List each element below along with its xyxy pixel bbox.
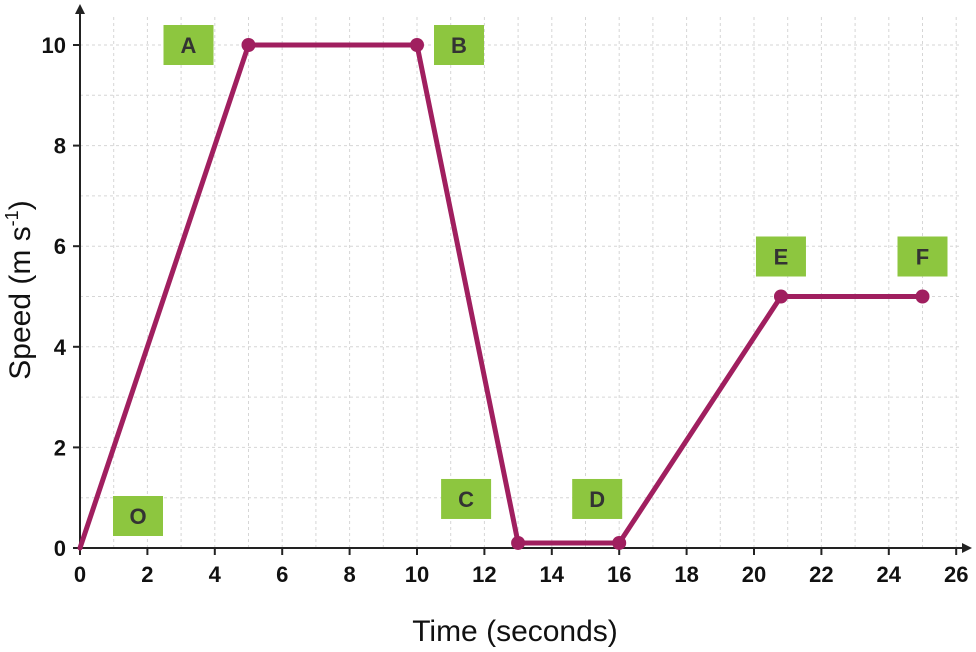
- point-label-box: [434, 25, 484, 65]
- x-axis-arrowhead: [962, 543, 972, 553]
- x-tick-label: 26: [944, 562, 968, 587]
- data-point-marker: [612, 535, 627, 550]
- x-tick-label: 20: [742, 562, 766, 587]
- point-label-box: [897, 236, 948, 277]
- x-tick-label: 14: [540, 562, 565, 587]
- y-tick-label: 0: [54, 536, 66, 561]
- y-axis-title-end: ): [4, 200, 37, 210]
- y-axis-title: Speed (m s-1): [2, 200, 37, 379]
- x-tick-label: 16: [607, 562, 631, 587]
- y-tick-label: 10: [42, 33, 66, 58]
- x-tick-label: 6: [276, 562, 288, 587]
- x-tick-label: 4: [209, 562, 222, 587]
- point-labels: O A B C D E F: [113, 25, 948, 536]
- point-label-text: C: [458, 487, 474, 512]
- x-tick-label: 8: [343, 562, 355, 587]
- x-tick-label: 0: [74, 562, 86, 587]
- data-point-marker: [410, 38, 424, 52]
- x-tick-label: 10: [405, 562, 429, 587]
- y-axis-title-superscript: -1: [2, 210, 22, 226]
- point-label-text: E: [774, 245, 789, 270]
- point-label-text: B: [451, 33, 467, 58]
- axes: [75, 4, 972, 553]
- point-label-text: F: [916, 245, 929, 270]
- point-label-a: A: [163, 25, 214, 65]
- x-tick-label: 18: [674, 562, 698, 587]
- y-tick-label: 4: [54, 335, 67, 360]
- data-point-marker: [241, 38, 256, 52]
- data-point-marker: [915, 289, 930, 304]
- x-tick-label: 24: [877, 562, 902, 587]
- y-axis-title-main: Speed (m s: [4, 226, 37, 379]
- point-label-box: [441, 478, 492, 519]
- point-label-box: [113, 496, 163, 536]
- point-label-o: O: [113, 496, 163, 536]
- x-tick-label: 12: [472, 562, 496, 587]
- point-label-d: D: [572, 478, 623, 519]
- x-axis-ticks: 0 2 4 6 8 10 12 14 16 18 20 22 24 26: [74, 548, 968, 587]
- x-tick-label: 2: [141, 562, 153, 587]
- series-line-group: [77, 38, 930, 551]
- data-point-marker: [773, 289, 788, 304]
- point-label-box: [163, 25, 214, 65]
- point-label-b: B: [434, 25, 484, 65]
- y-tick-label: 2: [54, 435, 66, 460]
- grid: [80, 14, 962, 548]
- y-axis-arrowhead: [75, 4, 85, 14]
- x-axis-title: Time (seconds): [412, 615, 618, 648]
- point-label-f: F: [897, 236, 948, 277]
- point-label-text: D: [589, 487, 605, 512]
- x-tick-label: 22: [809, 562, 833, 587]
- point-label-box: [755, 236, 806, 277]
- data-point-marker: [511, 535, 526, 550]
- point-label-c: C: [441, 478, 492, 519]
- y-axis-ticks: 0 2 4 6 8 10: [42, 33, 80, 561]
- point-label-e: E: [755, 236, 806, 277]
- y-tick-label: 8: [54, 134, 66, 159]
- point-label-box: [572, 478, 623, 519]
- y-tick-label: 6: [54, 234, 66, 259]
- point-label-text: O: [129, 504, 146, 529]
- point-label-text: A: [181, 33, 197, 58]
